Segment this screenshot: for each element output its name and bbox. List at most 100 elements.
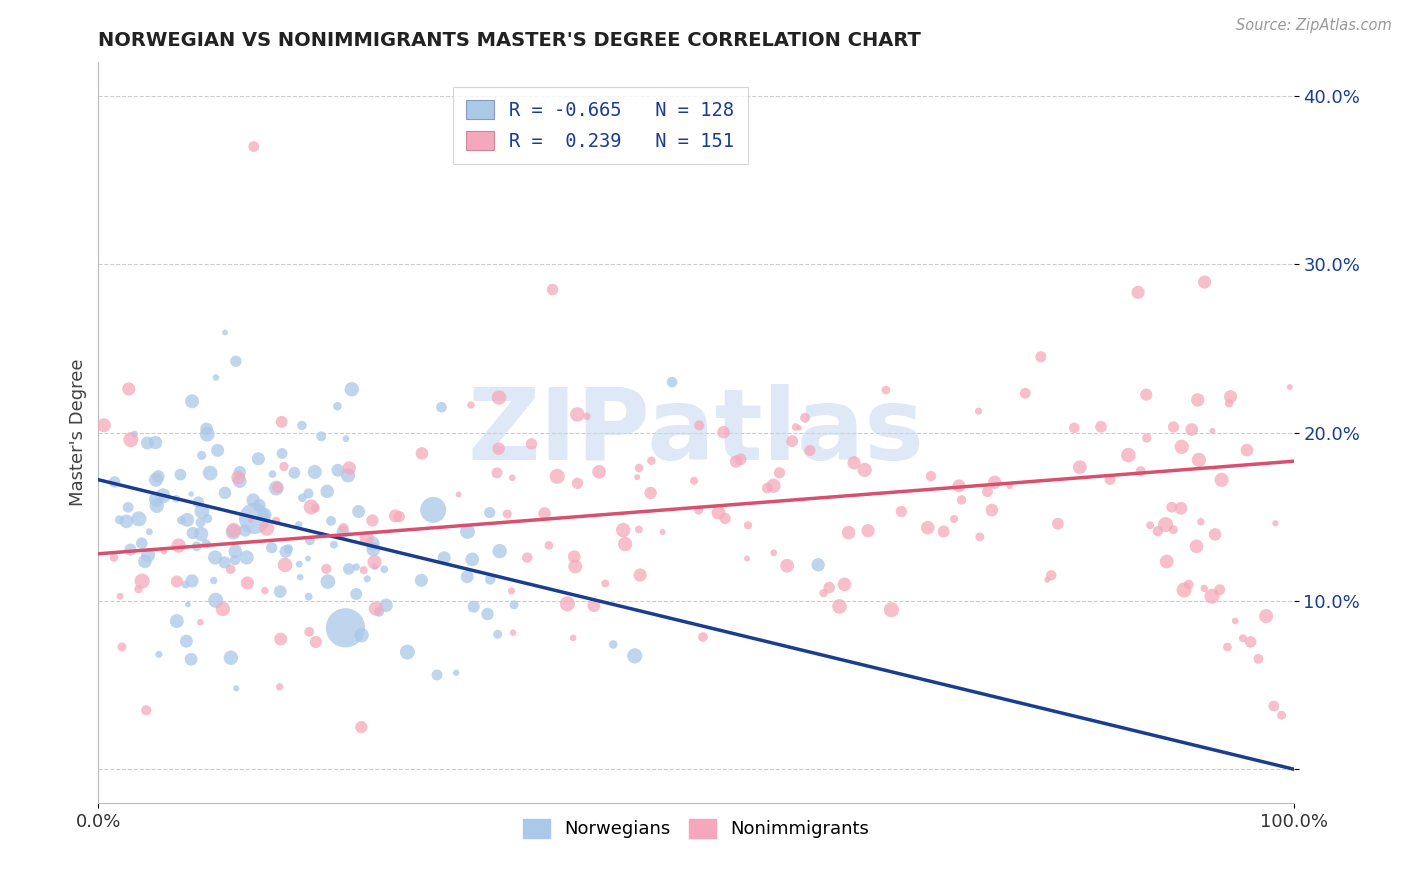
Point — [1264, 516, 1286, 531]
Point — [485, 466, 508, 480]
Point — [426, 668, 449, 682]
Point — [628, 461, 651, 475]
Point — [169, 467, 191, 482]
Point — [291, 491, 314, 505]
Point — [614, 537, 637, 551]
Point — [337, 562, 360, 576]
Point — [567, 476, 589, 491]
Point — [235, 550, 257, 565]
Point — [356, 531, 378, 545]
Point — [917, 521, 939, 535]
Point — [243, 139, 266, 153]
Point — [1163, 523, 1185, 537]
Point — [271, 446, 294, 460]
Point — [214, 486, 236, 500]
Point — [202, 574, 225, 588]
Point — [174, 577, 197, 591]
Point — [1188, 453, 1211, 467]
Point — [1014, 386, 1036, 401]
Point — [219, 562, 242, 576]
Point — [297, 551, 319, 566]
Point — [503, 598, 526, 612]
Point — [943, 512, 966, 526]
Point — [1187, 392, 1209, 407]
Point — [856, 524, 879, 538]
Point — [477, 607, 499, 621]
Point — [1240, 635, 1263, 649]
Point — [181, 526, 204, 541]
Point — [124, 427, 146, 442]
Point — [948, 479, 970, 493]
Point — [332, 521, 354, 535]
Point — [396, 645, 419, 659]
Point — [651, 524, 673, 539]
Point — [1171, 440, 1194, 454]
Point — [222, 524, 245, 539]
Point — [131, 574, 153, 588]
Point — [260, 541, 283, 555]
Point — [326, 399, 349, 413]
Point — [486, 627, 509, 641]
Point — [225, 354, 247, 368]
Point — [1160, 500, 1182, 515]
Point — [479, 573, 502, 587]
Point — [195, 537, 218, 551]
Point — [1090, 419, 1112, 434]
Point — [932, 524, 955, 539]
Point — [768, 466, 790, 480]
Point — [842, 456, 865, 470]
Point — [288, 517, 311, 532]
Point — [180, 652, 202, 666]
Point — [980, 503, 1002, 517]
Point — [828, 599, 851, 614]
Point — [197, 511, 219, 525]
Point — [222, 523, 245, 537]
Point — [411, 574, 433, 588]
Point — [288, 557, 311, 571]
Point — [1204, 527, 1226, 541]
Point — [602, 638, 624, 652]
Point — [177, 598, 200, 612]
Point — [1194, 582, 1216, 596]
Point — [135, 703, 157, 717]
Point — [575, 409, 598, 424]
Point — [478, 506, 501, 520]
Point — [207, 443, 229, 458]
Point — [277, 541, 299, 556]
Point — [335, 621, 357, 635]
Point — [969, 530, 991, 544]
Point — [181, 574, 204, 588]
Point — [136, 548, 159, 562]
Point — [1256, 609, 1278, 624]
Point — [233, 524, 256, 538]
Point — [214, 326, 236, 340]
Point — [304, 501, 326, 516]
Point — [735, 551, 758, 566]
Point — [853, 463, 876, 477]
Point — [1232, 632, 1254, 646]
Point — [1178, 577, 1201, 591]
Point — [567, 408, 589, 422]
Point — [195, 422, 218, 436]
Point — [463, 599, 485, 614]
Point — [799, 443, 821, 458]
Text: NORWEGIAN VS NONIMMIGRANTS MASTER'S DEGREE CORRELATION CHART: NORWEGIAN VS NONIMMIGRANTS MASTER'S DEGR… — [98, 30, 921, 50]
Point — [266, 481, 288, 495]
Point — [838, 525, 860, 540]
Point — [1189, 515, 1212, 529]
Point — [344, 587, 367, 601]
Point — [190, 516, 212, 530]
Point — [136, 436, 159, 450]
Point — [520, 437, 543, 451]
Point — [120, 433, 142, 447]
Point — [117, 500, 139, 515]
Point — [627, 523, 650, 537]
Point — [447, 487, 470, 501]
Point — [166, 574, 188, 589]
Point — [170, 513, 193, 527]
Point — [776, 558, 799, 573]
Point — [557, 597, 579, 611]
Point — [516, 550, 538, 565]
Point — [204, 550, 226, 565]
Point — [714, 511, 737, 525]
